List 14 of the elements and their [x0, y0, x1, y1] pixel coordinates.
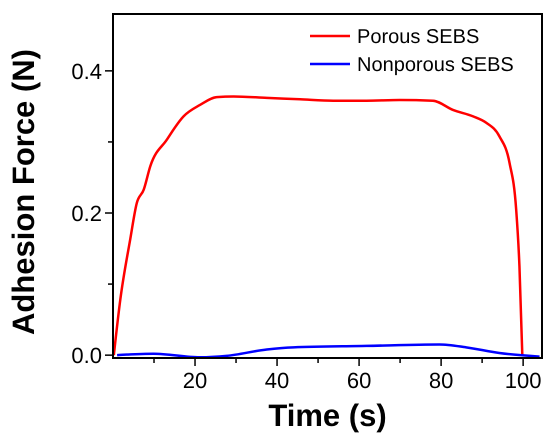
x-axis-title: Time (s)	[268, 398, 387, 433]
x-tick-label: 40	[264, 368, 290, 393]
x-tick-label: 100	[504, 368, 542, 393]
y-tick-label: 0.4	[71, 58, 102, 84]
y-tick-label: 0.0	[71, 343, 102, 368]
x-tick-label: 60	[346, 368, 372, 393]
line-series	[116, 343, 541, 358]
x-tick-label: 80	[428, 368, 454, 393]
line-series	[113, 95, 524, 356]
y-tick-label: 0.2	[71, 201, 102, 226]
legend-label: Nonporous SEBS	[357, 54, 514, 76]
x-tick-label: 20	[182, 368, 208, 393]
legend-label: Porous SEBS	[357, 26, 480, 48]
y-axis-title: Adhesion Force (N)	[6, 49, 41, 335]
